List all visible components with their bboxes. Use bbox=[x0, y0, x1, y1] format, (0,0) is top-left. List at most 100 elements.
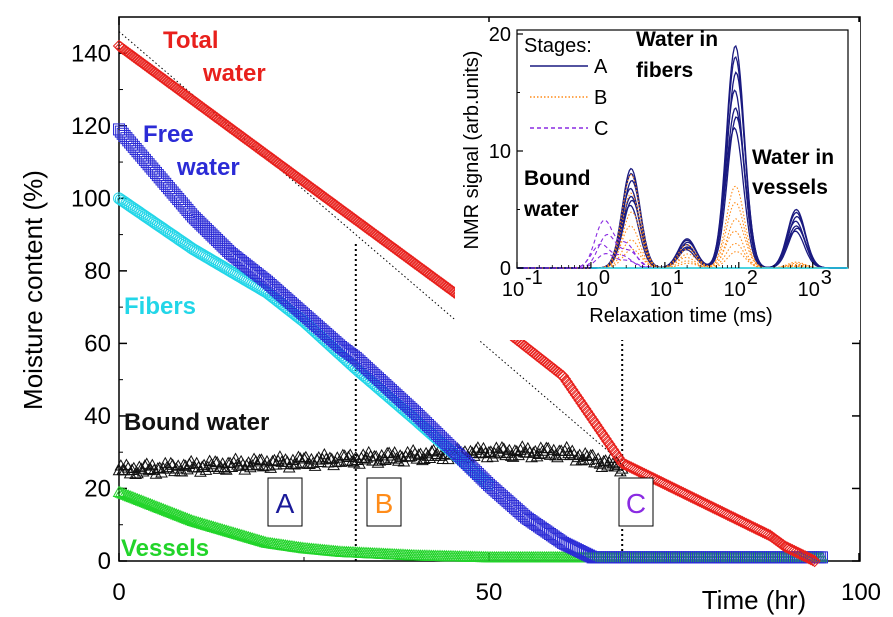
data-point bbox=[800, 551, 814, 564]
data-point bbox=[412, 448, 426, 460]
data-point bbox=[562, 446, 575, 459]
data-point bbox=[584, 410, 597, 424]
data-point bbox=[793, 547, 807, 560]
data-point bbox=[214, 522, 228, 535]
stage-box bbox=[366, 477, 402, 527]
data-point bbox=[689, 493, 703, 506]
data-point bbox=[421, 549, 435, 561]
data-point bbox=[477, 441, 490, 454]
data-point bbox=[255, 534, 268, 547]
data-point bbox=[680, 488, 694, 502]
data-point bbox=[682, 489, 696, 502]
data-point bbox=[588, 416, 601, 429]
data-point bbox=[695, 495, 708, 509]
data-point bbox=[619, 458, 633, 472]
data-point bbox=[617, 457, 631, 471]
data-point bbox=[223, 525, 237, 537]
inset-x-tick-label: 10 bbox=[724, 279, 746, 301]
data-point bbox=[760, 527, 773, 541]
data-point bbox=[353, 457, 366, 469]
data-point bbox=[778, 540, 792, 553]
data-point bbox=[725, 510, 738, 523]
inset-series-a bbox=[517, 44, 847, 269]
data-point bbox=[262, 459, 276, 471]
data-point bbox=[466, 550, 479, 562]
data-point bbox=[628, 463, 642, 476]
data-point bbox=[799, 550, 812, 563]
data-point bbox=[721, 508, 734, 521]
data-point bbox=[704, 500, 718, 513]
data-point bbox=[473, 550, 487, 563]
inset-annotation: fibers bbox=[636, 59, 693, 82]
data-point bbox=[236, 458, 250, 470]
data-point bbox=[249, 533, 263, 545]
data-point bbox=[686, 491, 699, 504]
data-point bbox=[591, 421, 605, 434]
data-point bbox=[749, 522, 762, 535]
data-point bbox=[190, 515, 204, 528]
data-point bbox=[256, 535, 270, 547]
data-point bbox=[702, 499, 716, 512]
data-point bbox=[229, 527, 242, 539]
data-point bbox=[134, 494, 148, 506]
data-point bbox=[242, 530, 255, 543]
data-point bbox=[458, 550, 472, 562]
y-tick-label: 140 bbox=[71, 40, 111, 67]
data-point bbox=[142, 497, 155, 509]
data-point bbox=[245, 531, 259, 544]
inset-legend-label: B bbox=[594, 87, 607, 109]
data-point bbox=[797, 549, 810, 562]
data-point bbox=[782, 542, 795, 555]
data-point bbox=[675, 485, 688, 499]
data-point bbox=[438, 549, 451, 562]
data-point bbox=[571, 391, 585, 405]
data-point bbox=[162, 462, 176, 474]
data-point bbox=[608, 445, 622, 459]
data-point bbox=[652, 475, 666, 488]
data-point bbox=[678, 487, 692, 501]
data-point bbox=[593, 424, 607, 437]
reference-line bbox=[118, 31, 623, 464]
inset-curve bbox=[517, 173, 847, 269]
inset-y-tick-label: 0 bbox=[500, 258, 511, 280]
data-point bbox=[227, 526, 241, 538]
data-point bbox=[421, 449, 435, 461]
data-point bbox=[715, 505, 729, 519]
data-point bbox=[423, 549, 437, 561]
data-point bbox=[419, 549, 433, 561]
data-point bbox=[693, 494, 707, 508]
series-bound-water bbox=[112, 440, 629, 479]
data-point bbox=[558, 372, 572, 385]
data-point bbox=[440, 549, 453, 562]
data-point bbox=[671, 484, 684, 497]
data-point bbox=[739, 517, 753, 531]
data-point bbox=[728, 512, 742, 525]
data-point bbox=[173, 509, 187, 521]
data-point bbox=[434, 549, 448, 562]
data-point bbox=[118, 463, 131, 476]
data-point bbox=[688, 492, 701, 505]
data-point bbox=[677, 486, 690, 500]
data-point bbox=[743, 519, 757, 532]
data-point bbox=[158, 503, 172, 516]
data-point bbox=[114, 486, 128, 498]
data-point bbox=[603, 437, 616, 451]
data-point bbox=[662, 479, 675, 492]
data-point bbox=[318, 447, 331, 460]
data-point bbox=[416, 549, 429, 561]
annotation-label: Free bbox=[143, 121, 194, 148]
data-point bbox=[573, 394, 586, 407]
data-point bbox=[599, 432, 612, 445]
data-point bbox=[597, 429, 610, 443]
data-point bbox=[623, 460, 636, 473]
data-point bbox=[136, 494, 150, 507]
data-point bbox=[147, 499, 161, 511]
data-point bbox=[460, 550, 474, 562]
data-point bbox=[279, 453, 292, 465]
data-point bbox=[131, 492, 144, 505]
inset-curve bbox=[517, 248, 847, 269]
data-point bbox=[197, 517, 211, 530]
data-point bbox=[205, 520, 218, 532]
